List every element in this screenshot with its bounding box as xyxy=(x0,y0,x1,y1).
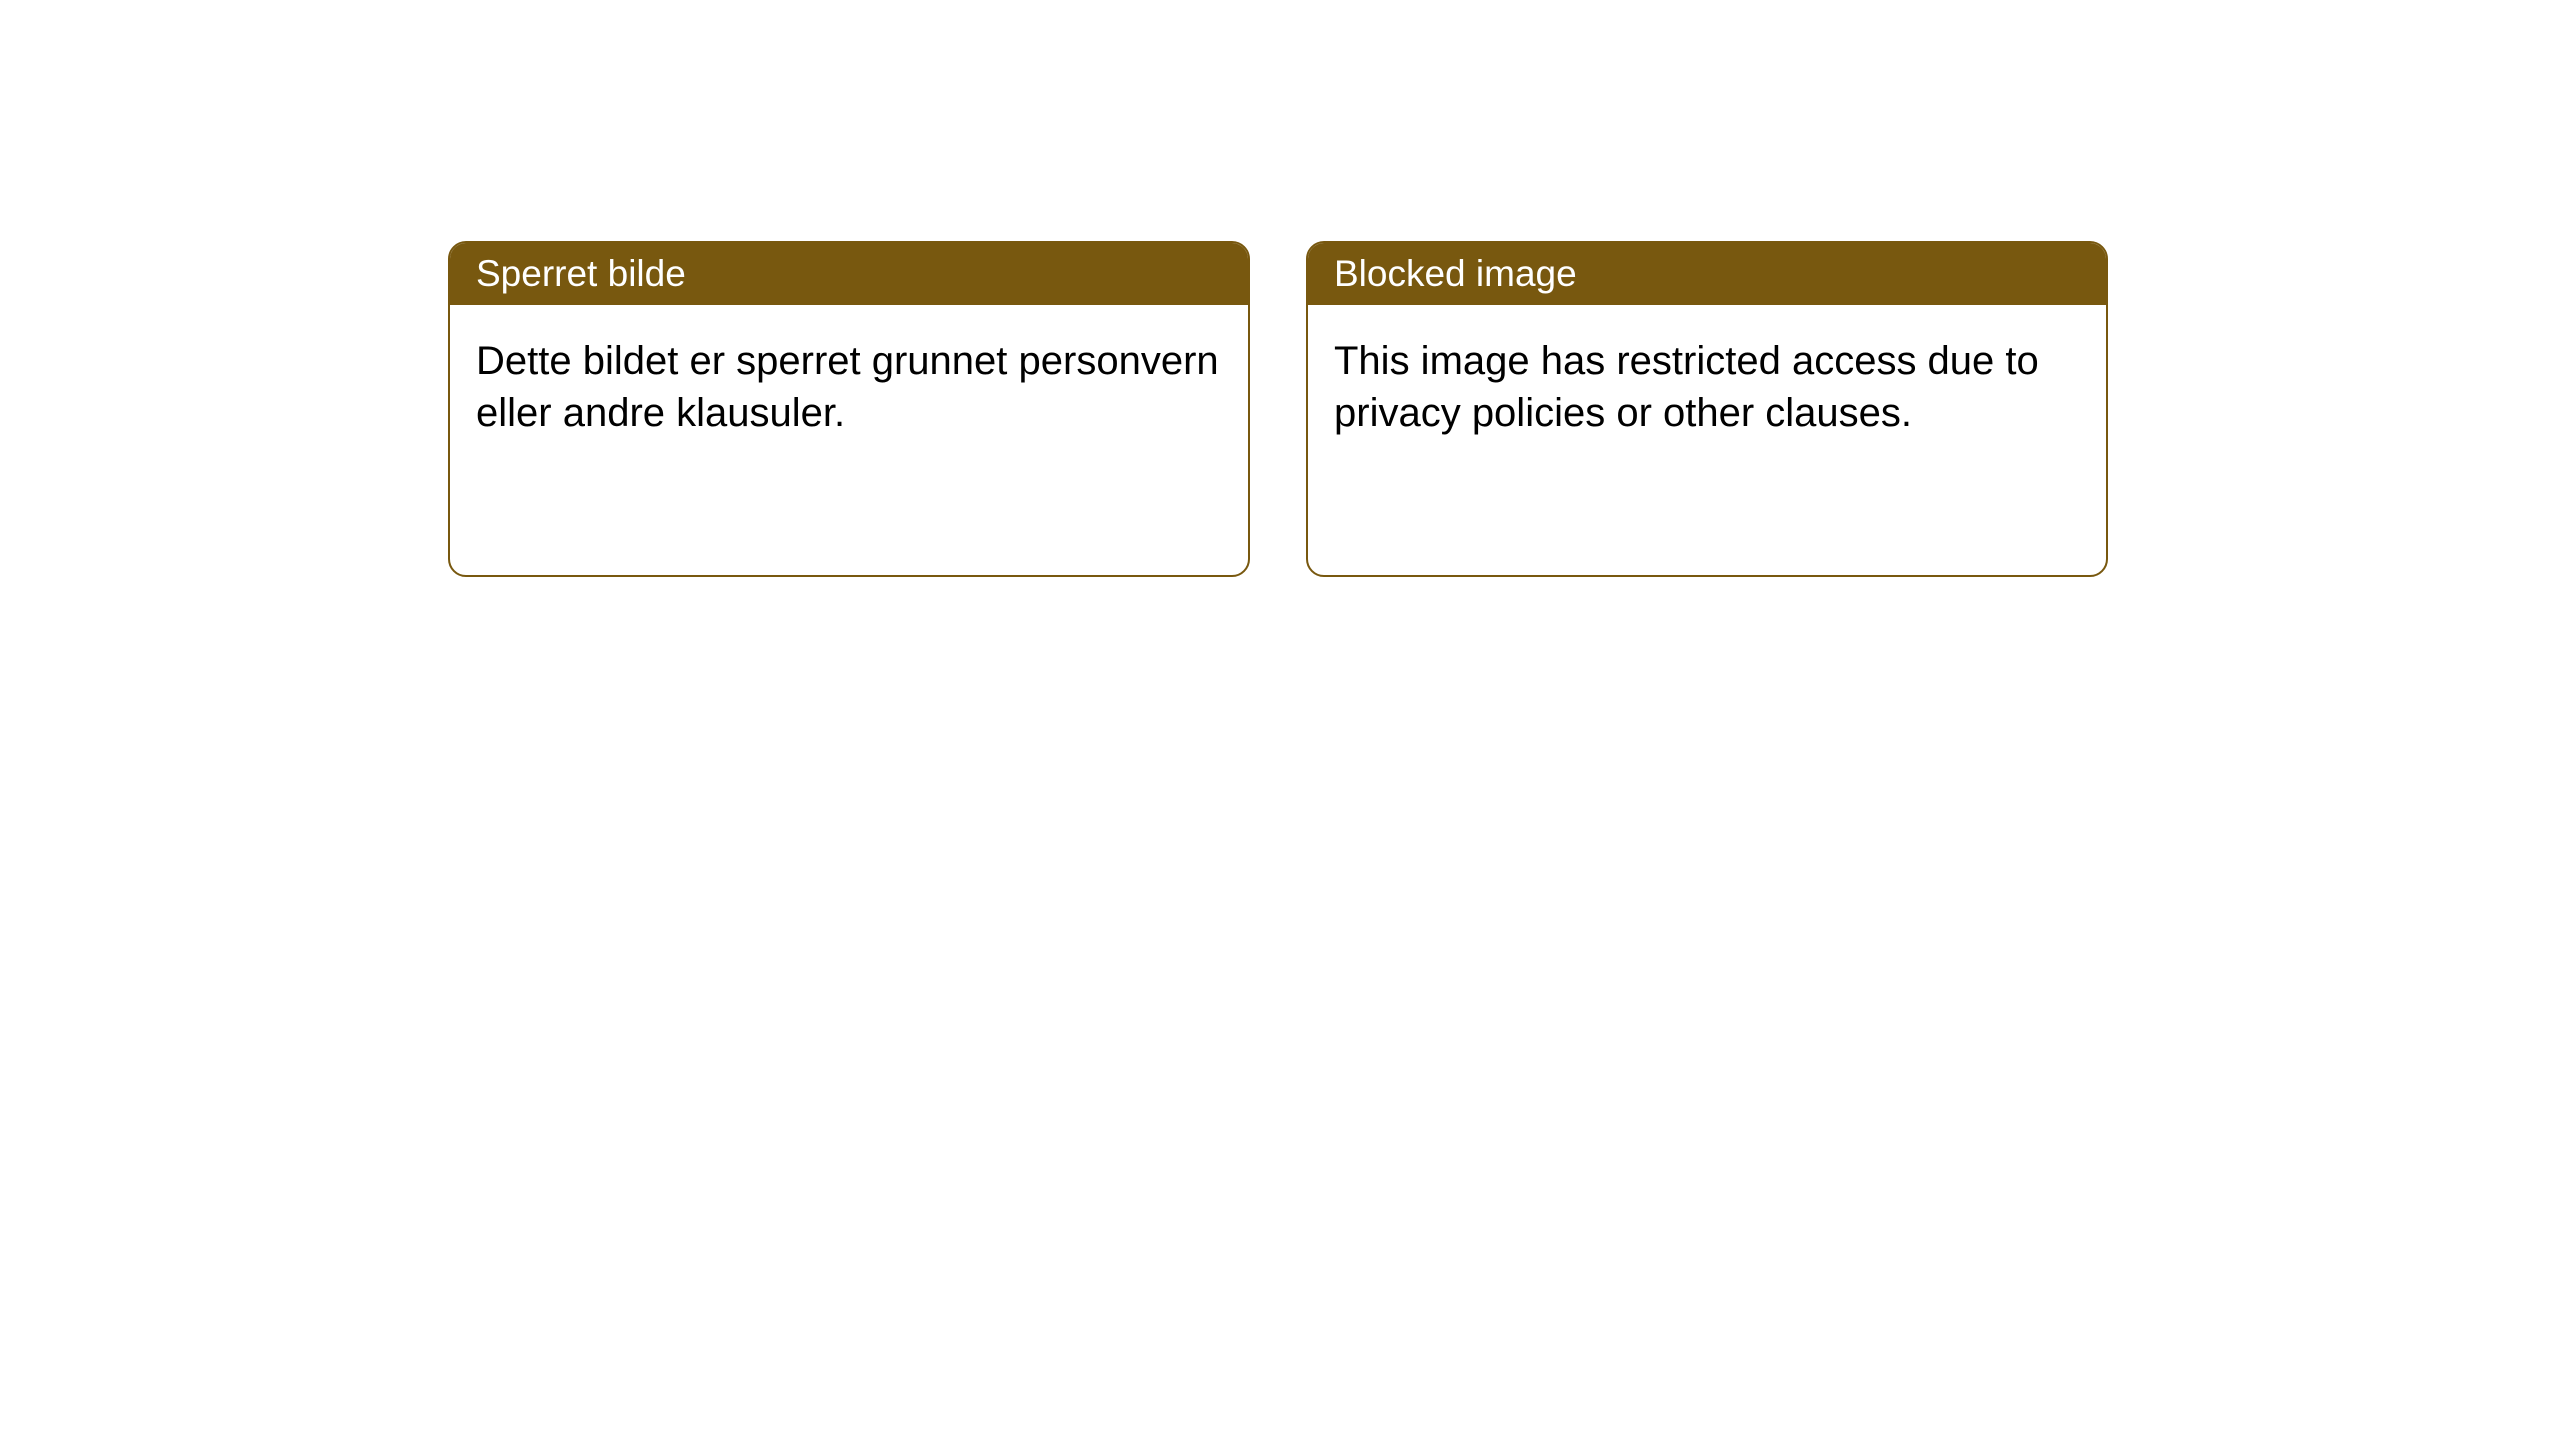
card-header: Blocked image xyxy=(1308,243,2106,305)
notice-container: Sperret bilde Dette bildet er sperret gr… xyxy=(0,0,2560,577)
card-title: Blocked image xyxy=(1334,253,1577,294)
notice-card-english: Blocked image This image has restricted … xyxy=(1306,241,2108,577)
card-title: Sperret bilde xyxy=(476,253,686,294)
card-body-text: This image has restricted access due to … xyxy=(1334,339,2039,435)
card-body: This image has restricted access due to … xyxy=(1308,305,2106,469)
notice-card-norwegian: Sperret bilde Dette bildet er sperret gr… xyxy=(448,241,1250,577)
card-header: Sperret bilde xyxy=(450,243,1248,305)
card-body-text: Dette bildet er sperret grunnet personve… xyxy=(476,339,1219,435)
card-body: Dette bildet er sperret grunnet personve… xyxy=(450,305,1248,469)
